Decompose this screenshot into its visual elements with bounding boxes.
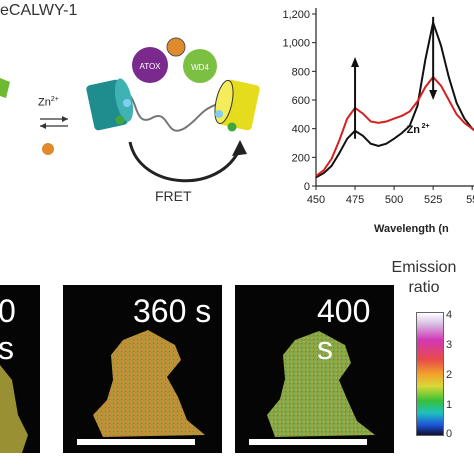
fret-label: FRET (155, 188, 192, 204)
scale-bar-2 (77, 439, 195, 445)
time-label-1: 0 s (0, 293, 16, 366)
colorbar-tick-1: 1 (446, 399, 453, 411)
zn-annotation: Zn (407, 124, 421, 136)
fret-arrow (128, 141, 242, 183)
down-arrow-head (429, 89, 438, 100)
image-panel-1: 0 s (0, 285, 40, 453)
x-tick-label: 525 (424, 194, 442, 206)
sensor-schematic: ATOX WD4 (0, 37, 260, 183)
emission-spectrum-chart: 0 200 400 600 800 1,000 1,200 450 475 500 525 55 Wav… (282, 8, 474, 235)
x-axis-label: Wavelength (n (374, 223, 449, 235)
colorbar (416, 312, 444, 436)
zn-annotation-sup: 2+ (422, 123, 430, 130)
image-panel-3: 400 s (235, 285, 394, 453)
x-tick-label: 500 (385, 194, 403, 206)
colorbar-tick-2: 2 (446, 369, 453, 381)
x-tick-label: 55 (466, 194, 474, 206)
y-tick-label: 800 (292, 66, 310, 78)
colorbar-tick-3: 3 (446, 339, 453, 351)
y-tick-label: 400 (292, 124, 310, 136)
partial-green-shape (0, 78, 10, 98)
colorbar-title: Emission ratio (391, 259, 457, 296)
y-tick-label: 1,200 (282, 9, 310, 21)
series-line-2 (315, 75, 474, 177)
small-blue-dot-right (215, 110, 223, 118)
small-green-dot (115, 115, 125, 125)
bound-zinc (166, 37, 186, 57)
linker-chain (117, 93, 219, 132)
y-tick-label: 0 (304, 181, 310, 193)
wd4-domain (183, 49, 217, 83)
time-label-2: 360 s (133, 293, 212, 329)
small-green-dot-right (227, 122, 237, 132)
construct-title: eCALWY-1 (0, 2, 78, 19)
scale-bar-3 (249, 439, 367, 445)
up-arrow-head (351, 57, 360, 68)
zinc-ion-dot (42, 143, 54, 155)
yellow-fluorophore (214, 79, 260, 131)
time-label-3: 400 s (317, 293, 371, 366)
colorbar-tick-4: 4 (446, 309, 453, 321)
x-tick-label: 475 (346, 194, 364, 206)
y-tick-label: 600 (292, 95, 310, 107)
zn-label: Zn2+ (38, 96, 59, 109)
image-panel-2: 360 s (63, 285, 222, 453)
atox-domain (132, 47, 168, 83)
atox-label: ATOX (139, 62, 161, 71)
small-blue-dot (123, 99, 131, 107)
x-tick-label: 450 (307, 194, 325, 206)
colorbar-tick-0: 0 (446, 428, 453, 440)
series-line-1 (315, 18, 474, 179)
wd4-label: WD4 (191, 63, 209, 72)
y-tick-label: 200 (292, 152, 310, 164)
y-tick-label: 1,000 (282, 38, 310, 50)
